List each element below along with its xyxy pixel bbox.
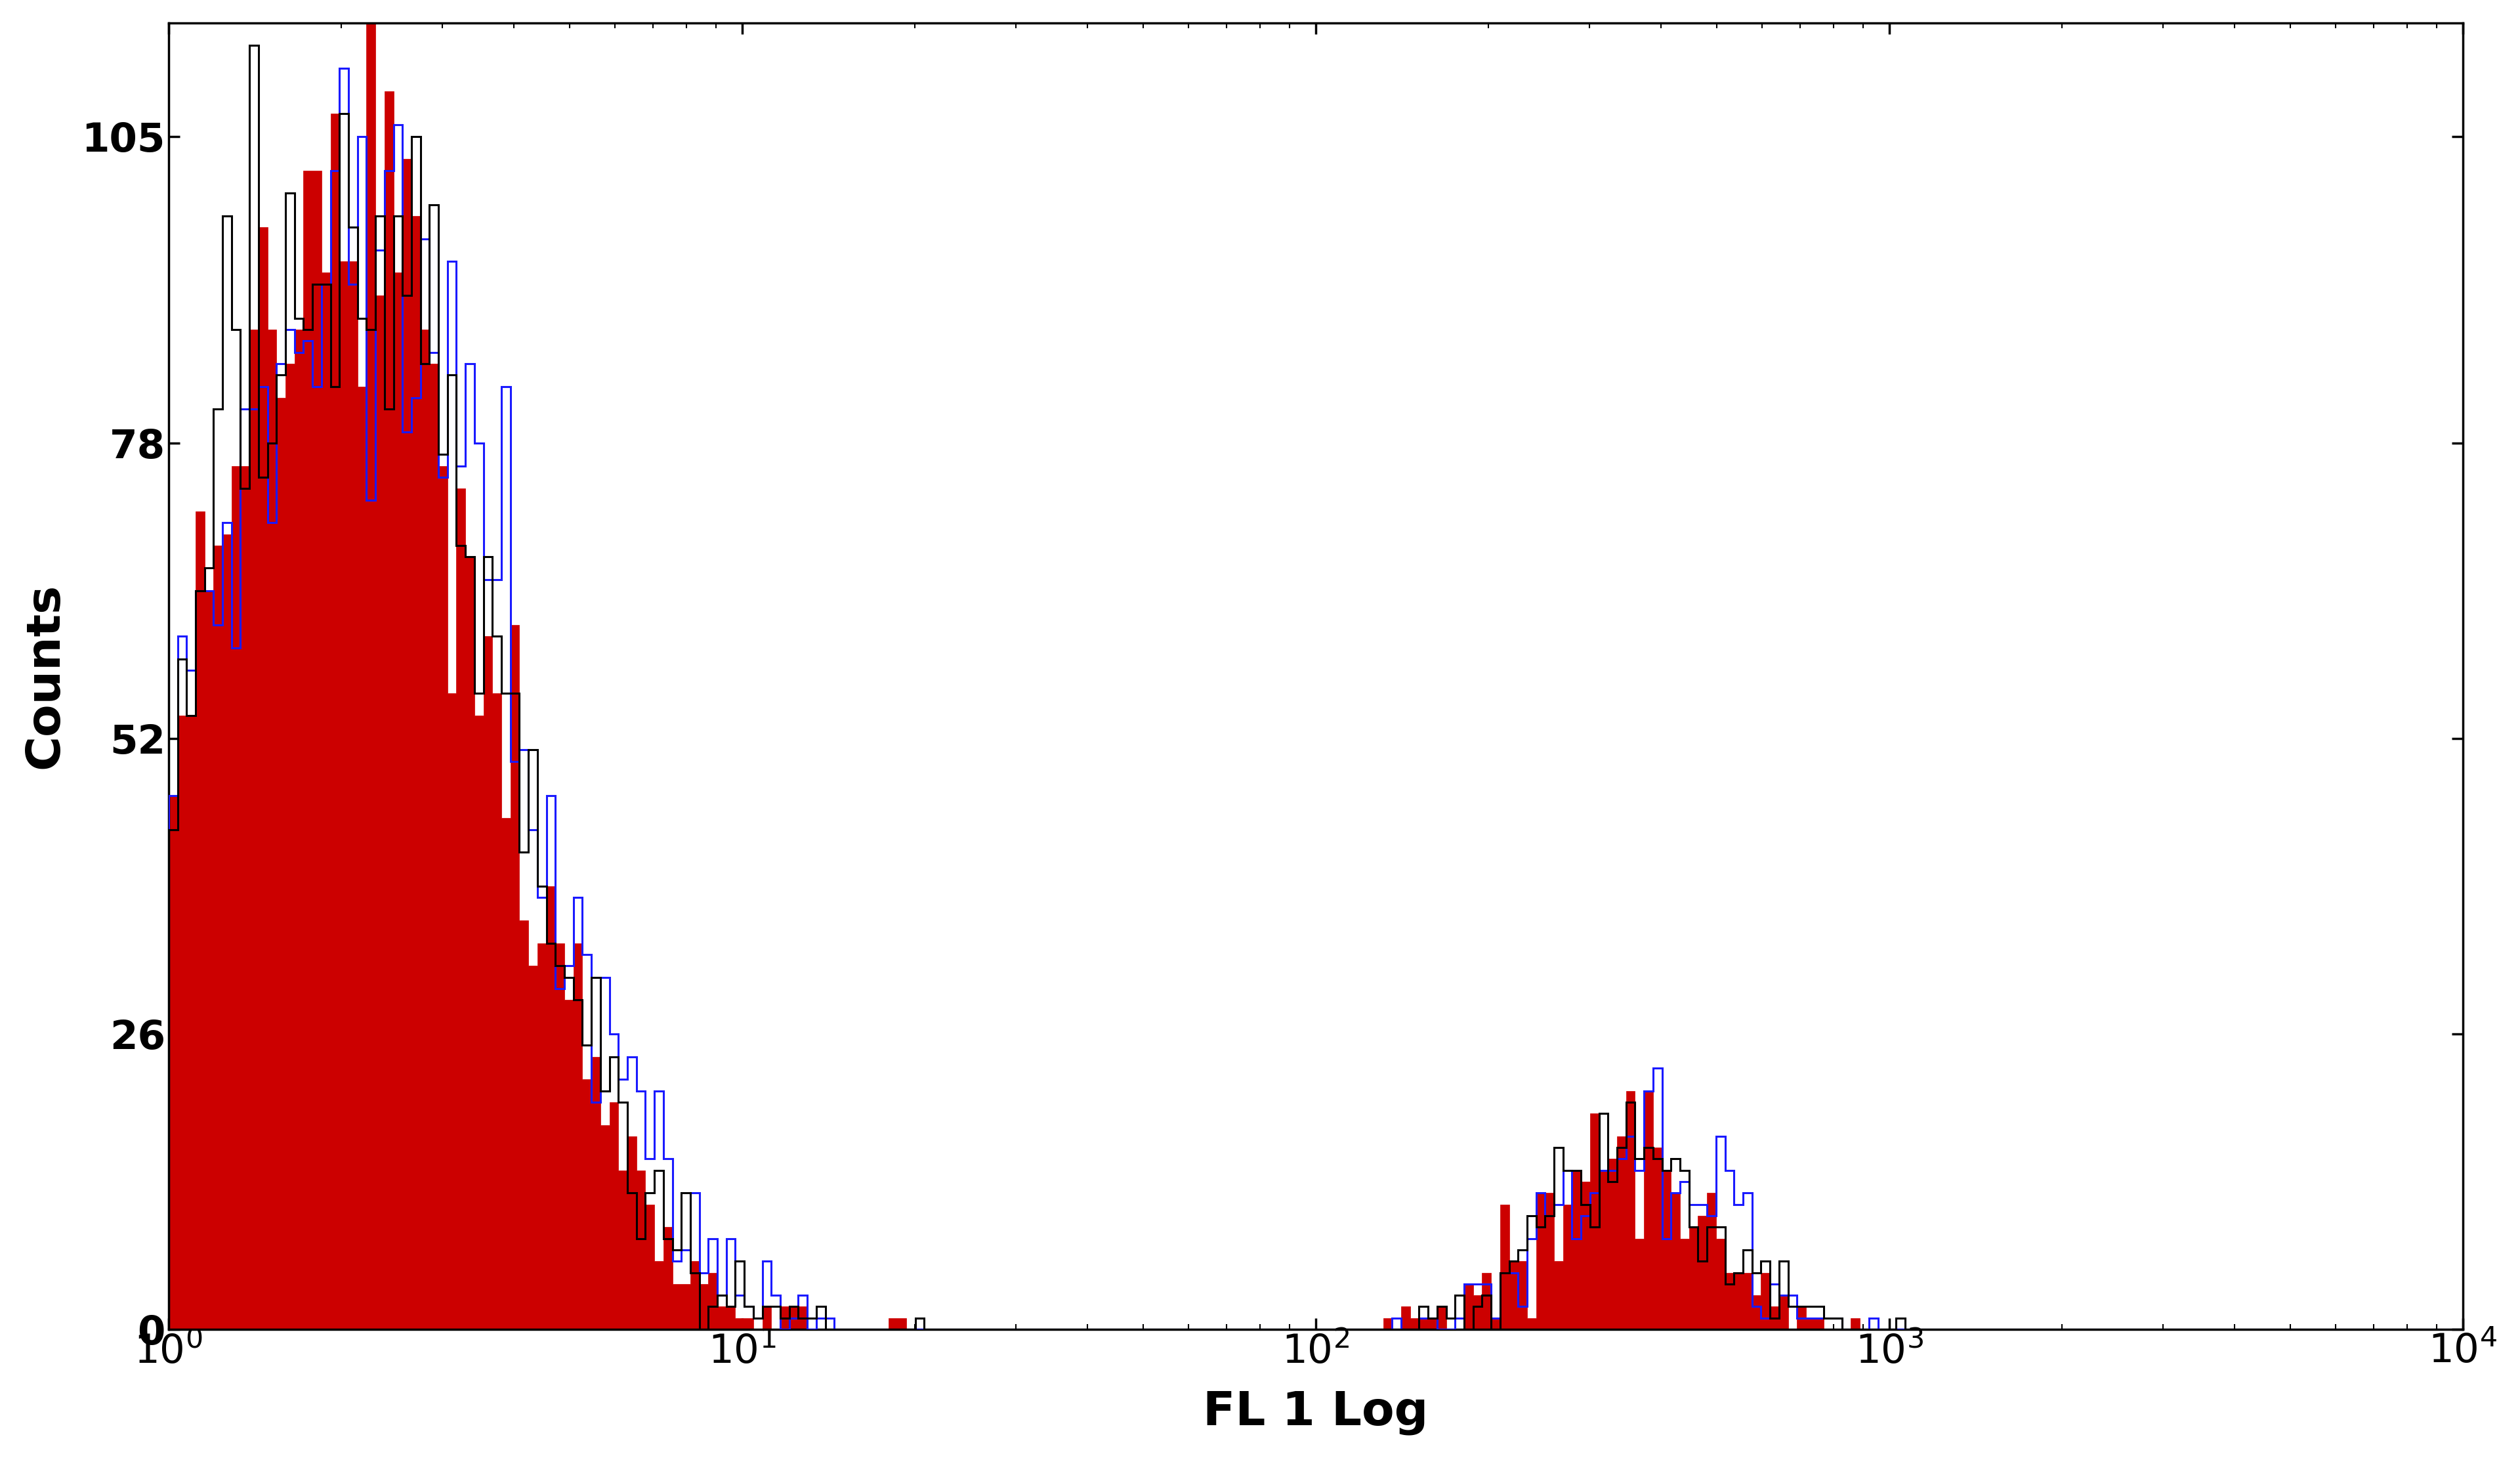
X-axis label: FL 1 Log: FL 1 Log [1202,1389,1429,1435]
Y-axis label: Counts: Counts [23,583,68,768]
Polygon shape [169,0,2462,1330]
